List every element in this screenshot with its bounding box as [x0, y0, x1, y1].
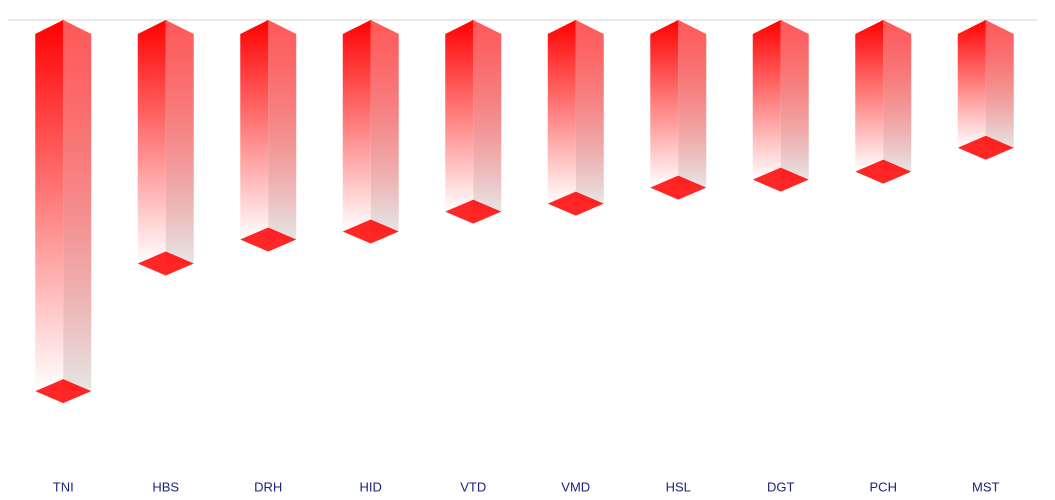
bar	[342, 20, 399, 244]
bar	[547, 20, 604, 216]
x-tick-label: VTD	[460, 479, 486, 494]
bar	[137, 20, 194, 276]
x-tick-label: TNI	[53, 479, 74, 494]
x-tick-label: PCH	[870, 479, 897, 494]
bar	[650, 20, 707, 200]
bar	[752, 20, 809, 192]
x-tick-label: HSL	[666, 479, 691, 494]
x-tick-label: VMD	[561, 479, 590, 494]
bar	[957, 20, 1014, 160]
x-tick-label: MST	[972, 479, 1000, 494]
x-tick-label: HID	[360, 479, 382, 494]
x-tick-label: DGT	[767, 479, 795, 494]
bar	[855, 20, 912, 184]
bar	[240, 20, 297, 252]
x-tick-label: HBS	[152, 479, 179, 494]
bar	[445, 20, 502, 224]
x-tick-label: DRH	[254, 479, 282, 494]
bar	[35, 20, 92, 404]
